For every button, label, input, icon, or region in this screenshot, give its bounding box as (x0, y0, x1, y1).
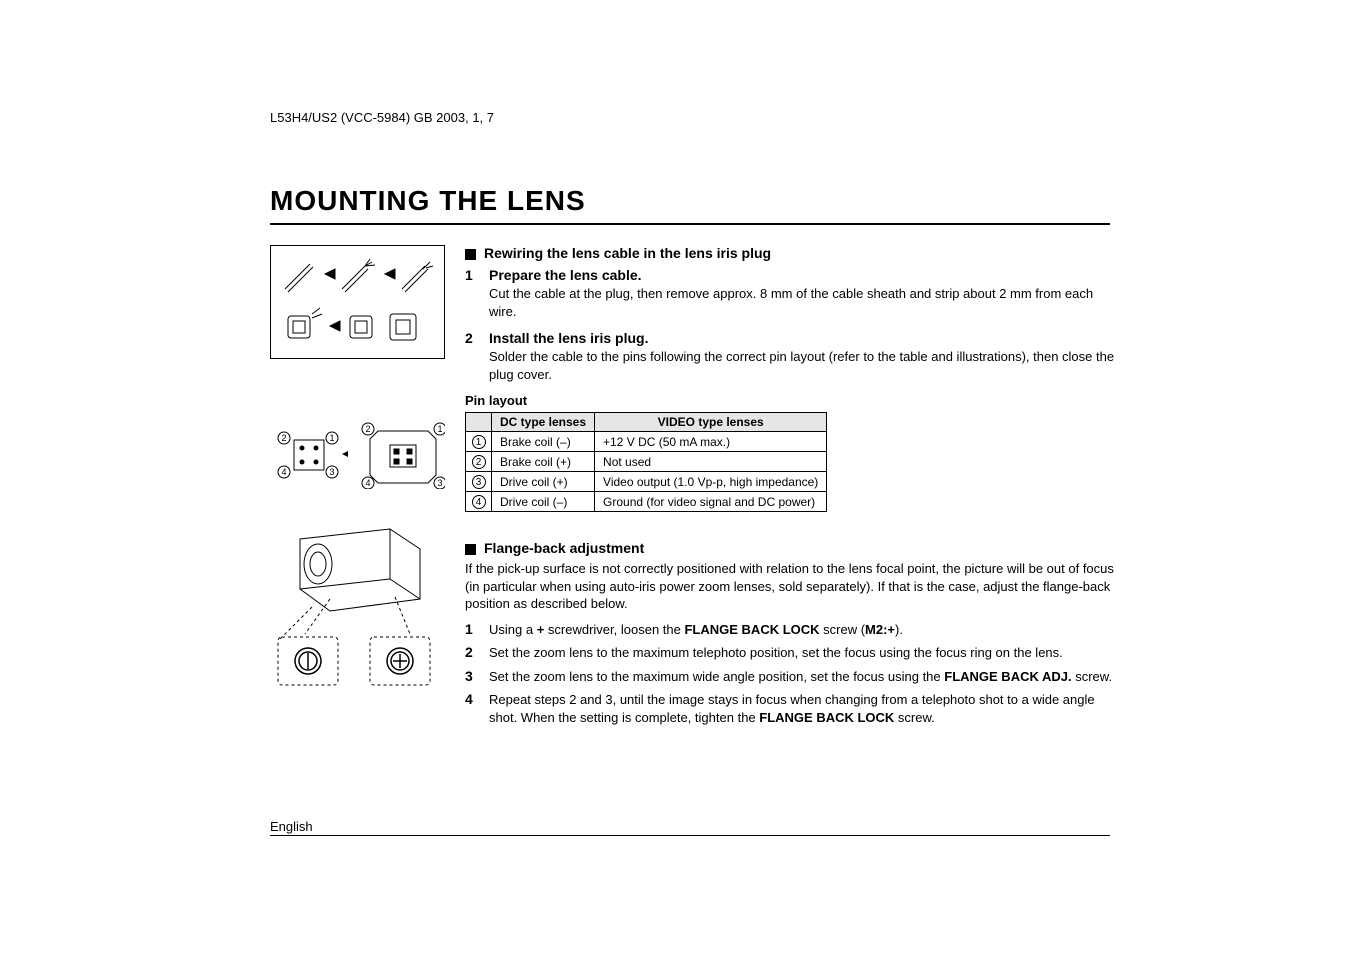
section-bullet-icon (465, 544, 476, 555)
table-header-dc: DC type lenses (492, 413, 595, 432)
video-cell: Ground (for video signal and DC power) (595, 492, 827, 512)
header-code: L53H4/US2 (VCC-5984) GB 2003, 1, 7 (270, 110, 1171, 125)
step-title: Install the lens iris plug. (489, 330, 648, 346)
step-number: 2 (465, 644, 479, 662)
cable-strip-icon (280, 254, 435, 294)
step-body: Set the zoom lens to the maximum telepho… (489, 644, 1063, 662)
flange-back-diagram (270, 519, 445, 679)
text: screw ( (820, 622, 866, 637)
text: screwdriver, loosen the (544, 622, 684, 637)
rewiring-step-2: 2 Install the lens iris plug. (465, 330, 1115, 346)
step-title: Prepare the lens cable. (489, 267, 642, 283)
pin-number-cell: 2 (466, 452, 492, 472)
section-bullet-icon (465, 249, 476, 260)
step-body: Set the zoom lens to the maximum wide an… (489, 668, 1112, 686)
text: Set the zoom lens to the maximum wide an… (489, 669, 944, 684)
page-title: MOUNTING THE LENS (270, 185, 1171, 217)
rewiring-step-1: 1 Prepare the lens cable. (465, 267, 1115, 283)
flange-step-4: 4 Repeat steps 2 and 3, until the image … (465, 691, 1115, 726)
plug-assembly-icon (280, 302, 435, 350)
circled-number-icon: 4 (472, 495, 486, 509)
rewiring-section: Rewiring the lens cable in the lens iris… (465, 245, 1115, 512)
svg-text:4: 4 (281, 467, 286, 477)
step-body: Using a + screwdriver, loosen the FLANGE… (489, 621, 903, 639)
step-number: 1 (465, 621, 479, 639)
cable-prep-diagram (270, 245, 445, 359)
table-row: 3 Drive coil (+) Video output (1.0 Vp-p,… (466, 472, 827, 492)
circled-number-icon: 1 (472, 435, 486, 449)
step-number: 4 (465, 691, 479, 726)
video-cell: +12 V DC (50 mA max.) (595, 432, 827, 452)
flange-intro: If the pick-up surface is not correctly … (465, 560, 1115, 613)
pin-number-cell: 4 (466, 492, 492, 512)
table-row: 2 Brake coil (+) Not used (466, 452, 827, 472)
table-header-blank (466, 413, 492, 432)
step-number: 1 (465, 267, 479, 283)
svg-text:1: 1 (437, 424, 442, 434)
svg-text:2: 2 (281, 433, 286, 443)
connector-front-icon: 1 2 3 4 (270, 424, 348, 484)
connector-rear-icon: 1 2 3 4 (358, 419, 445, 489)
step-number: 3 (465, 668, 479, 686)
bold-text: M2:+ (865, 622, 895, 637)
step-body: Repeat steps 2 and 3, until the image st… (489, 691, 1115, 726)
dc-cell: Brake coil (+) (492, 452, 595, 472)
bold-text: FLANGE BACK LOCK (759, 710, 894, 725)
svg-text:3: 3 (329, 467, 334, 477)
svg-text:4: 4 (365, 478, 370, 488)
svg-text:3: 3 (437, 478, 442, 488)
text: ). (895, 622, 903, 637)
footer-language: English (270, 819, 313, 834)
step-body: Solder the cable to the pins following t… (489, 348, 1115, 383)
flange-step-3: 3 Set the zoom lens to the maximum wide … (465, 668, 1115, 686)
text: screw. (894, 710, 934, 725)
video-cell: Video output (1.0 Vp-p, high impedance) (595, 472, 827, 492)
circled-number-icon: 3 (472, 475, 486, 489)
step-body: Cut the cable at the plug, then remove a… (489, 285, 1115, 320)
dc-cell: Drive coil (+) (492, 472, 595, 492)
flange-step-2: 2 Set the zoom lens to the maximum telep… (465, 644, 1115, 662)
text: Using a (489, 622, 537, 637)
circled-number-icon: 2 (472, 455, 486, 469)
left-column: 1 2 3 4 (270, 245, 445, 739)
right-column: Rewiring the lens cable in the lens iris… (465, 245, 1115, 739)
bold-text: FLANGE BACK LOCK (684, 622, 819, 637)
table-row: 4 Drive coil (–) Ground (for video signa… (466, 492, 827, 512)
footer-rule (270, 835, 1110, 836)
svg-text:2: 2 (365, 424, 370, 434)
content-area: 1 2 3 4 (270, 245, 1171, 739)
table-header-video: VIDEO type lenses (595, 413, 827, 432)
pin-layout-diagram: 1 2 3 4 (270, 419, 445, 489)
text: screw. (1072, 669, 1112, 684)
title-rule (270, 223, 1110, 225)
table-row: 1 Brake coil (–) +12 V DC (50 mA max.) (466, 432, 827, 452)
pin-number-cell: 1 (466, 432, 492, 452)
pin-layout-label: Pin layout (465, 393, 1115, 408)
flange-heading: Flange-back adjustment (484, 540, 644, 556)
video-cell: Not used (595, 452, 827, 472)
pin-number-cell: 3 (466, 472, 492, 492)
pin-layout-table: DC type lenses VIDEO type lenses 1 Brake… (465, 412, 827, 512)
dc-cell: Brake coil (–) (492, 432, 595, 452)
step-number: 2 (465, 330, 479, 346)
dc-cell: Drive coil (–) (492, 492, 595, 512)
flange-step-1: 1 Using a + screwdriver, loosen the FLAN… (465, 621, 1115, 639)
bold-text: FLANGE BACK ADJ. (944, 669, 1071, 684)
rewiring-heading: Rewiring the lens cable in the lens iris… (484, 245, 771, 261)
table-header-row: DC type lenses VIDEO type lenses (466, 413, 827, 432)
flange-section: Flange-back adjustment If the pick-up su… (465, 540, 1115, 726)
svg-text:1: 1 (329, 433, 334, 443)
